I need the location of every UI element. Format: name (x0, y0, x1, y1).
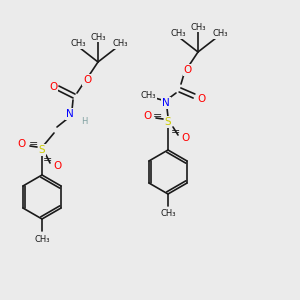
Text: CH₃: CH₃ (170, 29, 186, 38)
Text: O: O (184, 65, 192, 75)
Text: S: S (165, 117, 171, 127)
Text: CH₃: CH₃ (112, 40, 128, 49)
Text: O: O (181, 133, 189, 143)
Text: H: H (81, 116, 87, 125)
Text: O: O (83, 75, 91, 85)
Text: CH₃: CH₃ (90, 32, 106, 41)
Text: CH₃: CH₃ (160, 209, 176, 218)
Text: =: = (153, 111, 163, 121)
Text: O: O (53, 161, 61, 171)
Text: CH₃: CH₃ (140, 91, 156, 100)
Text: O: O (143, 111, 151, 121)
Text: =: = (28, 139, 38, 149)
Text: CH₃: CH₃ (34, 235, 50, 244)
Text: O: O (49, 82, 57, 92)
Text: N: N (66, 109, 74, 119)
Text: CH₃: CH₃ (70, 40, 86, 49)
Text: CH₃: CH₃ (212, 29, 228, 38)
Text: S: S (39, 145, 45, 155)
Text: N: N (162, 98, 170, 108)
Text: O: O (17, 139, 25, 149)
Text: O: O (197, 94, 205, 104)
Text: =: = (43, 155, 53, 165)
Text: =: = (170, 127, 180, 137)
Text: CH₃: CH₃ (190, 22, 206, 32)
